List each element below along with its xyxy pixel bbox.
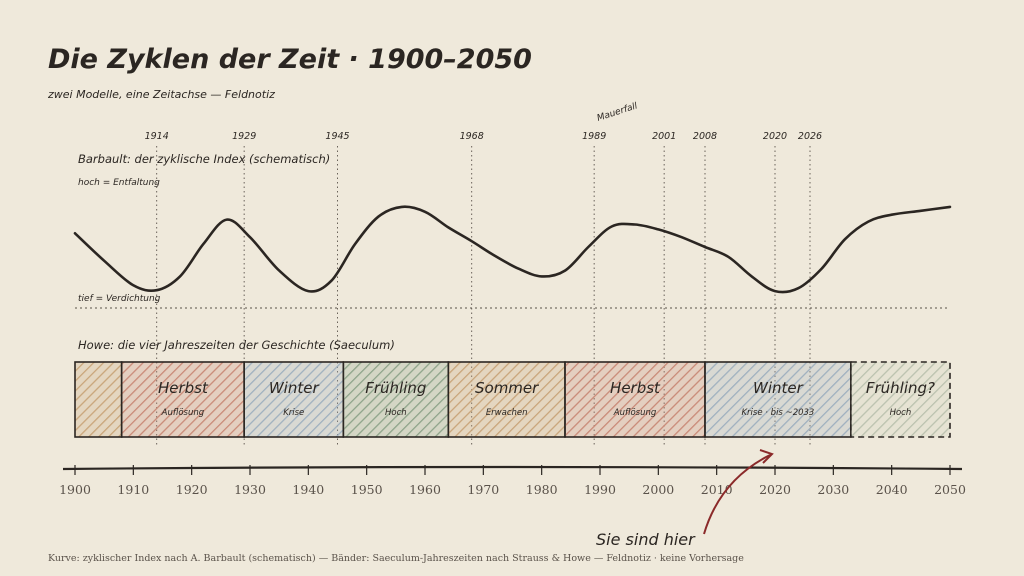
event-year-label: 1989: [582, 131, 606, 142]
season-name: Frühling?: [866, 379, 935, 397]
axis-tick-label: 1960: [409, 482, 441, 497]
season-subtitle: Auflösung: [613, 408, 657, 418]
season-name: Herbst: [158, 379, 209, 397]
you-are-here-label: Sie sind hier: [596, 530, 696, 549]
season-band: Sommer Erwachen: [447, 361, 566, 438]
curve-low-label: tief = Verdichtung: [78, 294, 161, 304]
event-year-label: 2026: [798, 131, 822, 142]
season-name: Herbst: [610, 379, 661, 397]
diagram-title: Die Zyklen der Zeit · 1900–2050: [48, 44, 532, 75]
axis-tick-label: 2040: [876, 482, 908, 497]
season-subtitle: Erwachen: [486, 408, 528, 418]
axis-tick-label: 2050: [934, 482, 966, 497]
marker-arrowhead-icon: [759, 449, 774, 464]
season-band-rect: [704, 361, 852, 438]
axis-tick-label: 2030: [817, 482, 849, 497]
cycle-curve: [73, 205, 952, 294]
axis-tick-label: 1950: [351, 482, 383, 497]
event-year-label: 1914: [145, 131, 169, 142]
season-name: Winter: [753, 379, 804, 397]
season-band-rect: [447, 361, 566, 438]
season-band: [74, 361, 123, 438]
season-band: Frühling Hoch: [342, 361, 450, 438]
event-year-label: 2020: [763, 131, 787, 142]
footer-note: Kurve: zyklischer Index nach A. Barbault…: [48, 553, 744, 564]
season-band-rect: [850, 361, 951, 438]
season-band-rect: [564, 361, 706, 438]
season-subtitle: Auflösung: [161, 408, 205, 418]
event-year-label: 1929: [232, 131, 256, 142]
timeline-axis: [62, 465, 963, 471]
axis-tick-label: 1980: [526, 482, 558, 497]
season-band: Winter Krise · bis ~2033: [704, 361, 852, 438]
axis-tick-label: 2000: [642, 482, 674, 497]
season-band: Frühling? Hoch: [850, 361, 951, 438]
event-year-label: 2008: [693, 131, 717, 142]
axis-ticks: 1900 1910 1920 1930 1940 1950 1960 1970 1980 1990…: [59, 465, 966, 497]
season-band: Herbst Auflösung: [120, 361, 245, 438]
season-band-rect: [243, 361, 345, 438]
season-subtitle: Hoch: [890, 408, 912, 418]
axis-tick-label: 1900: [59, 482, 91, 497]
axis-tick-label: 1910: [117, 482, 149, 497]
event-year-label: 1968: [460, 131, 484, 142]
bands-label: Howe: die vier Jahreszeiten der Geschich…: [78, 338, 395, 352]
season-bands: Herbst Auflösung Winter Krise Frühling Hoch So…: [74, 361, 951, 438]
axis-tick-label: 2020: [759, 482, 791, 497]
season-subtitle: Krise · bis ~2033: [741, 408, 814, 418]
axis-tick-label: 1990: [584, 482, 616, 497]
season-name: Sommer: [475, 379, 539, 397]
event-year-label: 2001: [652, 131, 676, 142]
season-name: Winter: [269, 379, 320, 397]
event-year-label: 1945: [325, 131, 349, 142]
season-band-rect: [74, 361, 123, 438]
season-band-rect: [120, 361, 245, 438]
season-band: Herbst Auflösung: [564, 361, 706, 438]
season-band-rect: [342, 361, 450, 438]
marker-arrow: [703, 454, 771, 535]
axis-tick-label: 1970: [467, 482, 499, 497]
curve-high-label: hoch = Entfaltung: [78, 178, 160, 188]
season-subtitle: Hoch: [385, 408, 407, 418]
axis-tick-label: 1930: [234, 482, 266, 497]
season-name: Frühling: [365, 379, 426, 397]
mauerfall-annotation: Mauerfall: [596, 101, 639, 124]
curve-label: Barbault: der zyklische Index (schematis…: [78, 152, 330, 166]
axis-tick-label: 1920: [176, 482, 208, 497]
season-band: Winter Krise: [243, 361, 345, 438]
diagram-subtitle: zwei Modelle, eine Zeitachse — Feldnotiz: [47, 88, 275, 101]
season-subtitle: Krise: [283, 408, 304, 418]
event-lines: 1914 1929 1945 1968 1989 2001 2008 2020 2026: [145, 131, 822, 445]
axis-tick-label: 1940: [292, 482, 324, 497]
